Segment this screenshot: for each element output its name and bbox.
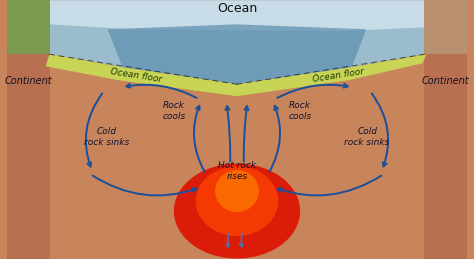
Polygon shape	[49, 54, 425, 259]
Text: Rock
cools: Rock cools	[162, 102, 185, 121]
Polygon shape	[46, 54, 237, 96]
Text: Rock
cools: Rock cools	[289, 102, 312, 121]
Text: Cold
rock sinks: Cold rock sinks	[84, 127, 129, 147]
Polygon shape	[425, 39, 467, 259]
Polygon shape	[7, 0, 467, 259]
Text: Ocean: Ocean	[217, 2, 257, 15]
Polygon shape	[425, 0, 467, 54]
Ellipse shape	[196, 166, 278, 236]
Text: Ocean floor: Ocean floor	[109, 67, 163, 84]
Ellipse shape	[215, 170, 259, 212]
Text: Continent: Continent	[4, 76, 52, 86]
Polygon shape	[237, 54, 427, 96]
Text: Ocean floor: Ocean floor	[311, 67, 365, 84]
Text: Hot rock
rises: Hot rock rises	[218, 161, 256, 181]
Polygon shape	[7, 0, 49, 54]
Polygon shape	[108, 24, 366, 84]
Polygon shape	[7, 39, 49, 259]
Ellipse shape	[174, 164, 300, 258]
Polygon shape	[49, 0, 425, 84]
Text: Cold
rock sinks: Cold rock sinks	[345, 127, 390, 147]
Text: Continent: Continent	[422, 76, 470, 86]
Polygon shape	[49, 0, 425, 31]
